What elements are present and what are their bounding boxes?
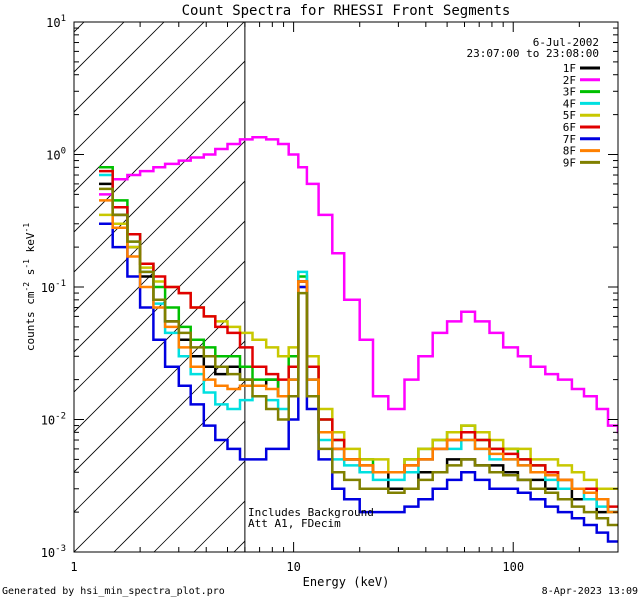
series-layer bbox=[99, 135, 618, 543]
hatch-line bbox=[74, 300, 245, 473]
y-axis-label-exp3: -1 bbox=[22, 223, 31, 233]
y-tick-label: 100 bbox=[46, 147, 66, 163]
hatch-line bbox=[74, 260, 245, 433]
y-axis-label-exp2: -1 bbox=[22, 259, 31, 269]
x-axis-ticks: 1 10 100 bbox=[70, 22, 619, 574]
series-7F-line bbox=[99, 222, 618, 543]
hatch-line bbox=[74, 340, 245, 513]
legend-label-3F: 3F bbox=[563, 86, 576, 99]
series-9F-line bbox=[99, 187, 618, 527]
hatch-line bbox=[74, 60, 245, 233]
y-tick-label: 101 bbox=[46, 14, 66, 30]
footer-timestamp: 8-Apr-2023 13:09 bbox=[542, 586, 638, 597]
hatch-line bbox=[74, 380, 245, 552]
y-axis-label-mid2: keV bbox=[24, 232, 37, 259]
hatch-line bbox=[113, 420, 245, 552]
legend-label-6F: 6F bbox=[563, 121, 576, 134]
hatch-line bbox=[74, 220, 245, 393]
y-axis-label-main: counts cm bbox=[24, 291, 37, 351]
y-tick-label: 10-3 bbox=[41, 544, 66, 560]
hatch-line bbox=[74, 22, 165, 113]
footer-generated-by: Generated by hsi_min_spectra_plot.pro bbox=[2, 586, 225, 597]
legend-label-5F: 5F bbox=[563, 109, 576, 122]
hatch-line bbox=[74, 22, 205, 153]
legend-label-2F: 2F bbox=[563, 74, 576, 87]
hatch-line bbox=[74, 22, 245, 193]
legend-label-1F: 1F bbox=[563, 62, 576, 75]
annotation-attenuator: Att A1, FDecim bbox=[248, 517, 341, 530]
x-axis-label: Energy (keV) bbox=[303, 575, 390, 589]
y-axis-ticks: 10-3 10-2 10-1 100 101 bbox=[41, 14, 618, 560]
y-tick-label: 10-2 bbox=[41, 412, 66, 428]
annotation-background: Includes Background bbox=[248, 506, 374, 519]
x-tick-label: 10 bbox=[286, 560, 300, 574]
hatch-line bbox=[74, 140, 245, 313]
legend-label-9F: 9F bbox=[563, 156, 576, 169]
y-axis-label-exp1: -2 bbox=[22, 282, 31, 292]
chart-title: Count Spectra for RHESSI Front Segments bbox=[182, 3, 511, 19]
legend-label-7F: 7F bbox=[563, 133, 576, 146]
background-hatch-region bbox=[74, 22, 245, 552]
time-range-label: 23:07:00 to 23:08:00 bbox=[467, 47, 599, 60]
y-axis-label-mid: s bbox=[24, 269, 37, 282]
legend-label-8F: 8F bbox=[563, 145, 576, 158]
series-8F-line bbox=[99, 199, 618, 514]
legend-label-4F: 4F bbox=[563, 97, 576, 110]
series-2F-line bbox=[99, 135, 618, 434]
x-tick-label: 1 bbox=[70, 560, 77, 574]
y-tick-label: 10-1 bbox=[41, 279, 66, 295]
series-6F-line bbox=[99, 169, 618, 508]
date-label: 6-Jul-2002 bbox=[533, 36, 599, 49]
y-axis-label: counts cm-2 s-1 keV-1 bbox=[22, 223, 37, 351]
x-tick-label: 100 bbox=[502, 560, 524, 574]
